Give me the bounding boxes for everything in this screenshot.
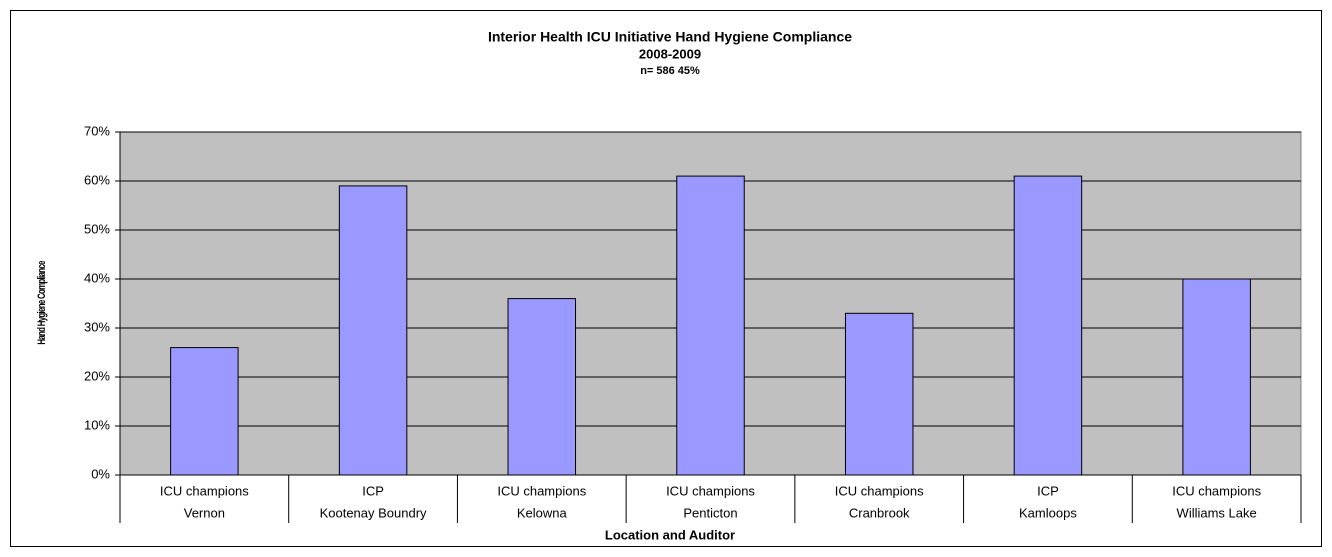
chart-subtitle: 2008-2009 <box>639 46 701 61</box>
x-tick-label: Penticton <box>683 505 737 520</box>
x-axis-label: Location and Auditor <box>605 527 735 542</box>
x-tick-label: Vernon <box>184 505 225 520</box>
y-tick-label: 0% <box>91 466 110 481</box>
chart-note: n= 586 45% <box>640 65 700 77</box>
x-tick-label: ICU champions <box>1172 483 1261 498</box>
y-tick-label: 30% <box>84 319 110 334</box>
bar <box>338 185 408 476</box>
chart-title: Interior Health ICU Initiative Hand Hygi… <box>488 29 852 45</box>
y-tick-label: 50% <box>84 221 110 236</box>
y-axis-label: Hand Hygiene Compliance <box>36 261 49 345</box>
bar <box>1013 175 1083 476</box>
x-tick-label: ICU champions <box>497 483 586 498</box>
x-tick-label: ICU champions <box>160 483 249 498</box>
x-tick-label: Kootenay Boundry <box>320 505 427 520</box>
x-tick-label: Williams Lake <box>1177 505 1257 520</box>
y-tick-label: 60% <box>84 172 110 187</box>
bar <box>1182 278 1251 476</box>
y-tick-label: 10% <box>84 417 110 432</box>
x-tick-label: ICU champions <box>835 483 924 498</box>
x-tick-label: Kelowna <box>517 505 568 520</box>
y-tick-label: 40% <box>84 270 110 285</box>
x-tick-label: Cranbrook <box>849 505 910 520</box>
bar <box>676 175 745 476</box>
x-tick-label: Kamloops <box>1019 505 1077 520</box>
x-tick-label: ICP <box>1037 483 1059 498</box>
y-tick-label: 20% <box>84 368 110 383</box>
bar <box>170 347 239 476</box>
bar <box>507 298 577 476</box>
bar <box>844 312 914 476</box>
x-tick-label: ICU champions <box>666 483 755 498</box>
y-tick-label: 70% <box>84 123 110 138</box>
x-tick-label: ICP <box>362 483 384 498</box>
